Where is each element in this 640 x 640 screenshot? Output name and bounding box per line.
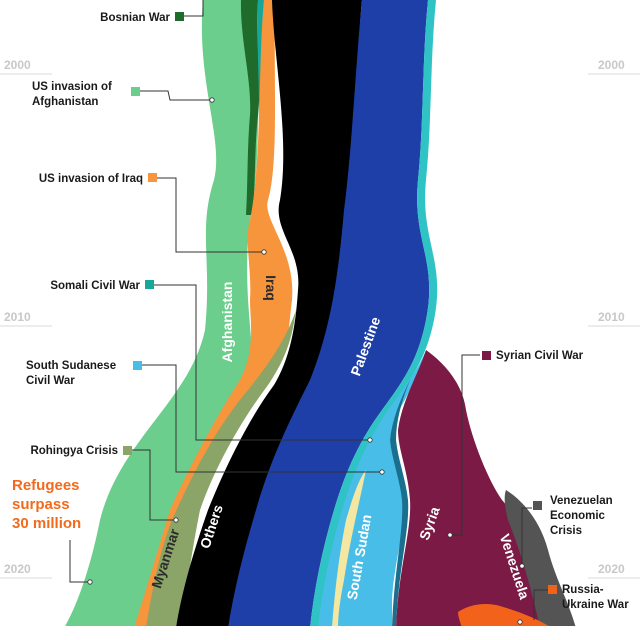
leader-afghanistan [140, 90, 212, 101]
annotation-ukraine-line-2: Ukraine War [562, 599, 629, 611]
callout-refugees-30-million: Refugees surpass 30 million [12, 477, 84, 532]
annotation-russia-ukraine-war: Russia- Ukraine War [562, 584, 629, 611]
leader-callout [69, 540, 90, 583]
stream-band-south-sudan-dark [390, 380, 410, 628]
year-label-left-2000: 2000 [4, 58, 31, 72]
leader-somalia [154, 284, 370, 441]
year-label-right-2010: 2010 [598, 310, 625, 324]
leader-syria [450, 354, 480, 536]
stream-band-afghanistan [64, 0, 262, 628]
annotation-us-invasion-iraq: US invasion of Iraq [39, 173, 143, 185]
annotation-south-sudan-line-1: South Sudanese [26, 360, 116, 372]
year-axis: 2000 2000 2010 2010 2020 2020 [0, 58, 640, 579]
stream-band-light-accent [332, 470, 366, 628]
label-afghanistan: Afghanistan [219, 282, 235, 363]
annotation-rohingya-crisis: Rohingya Crisis [30, 445, 118, 457]
stream-band-syria [396, 350, 540, 628]
annotation-venezuela-line-1: Venezuelan [550, 495, 613, 507]
annotation-venezuelan-economic-crisis: Venezuelan Economic Crisis [550, 495, 616, 537]
leader-dot-ukraine [517, 619, 523, 625]
annotation-venezuela-line-2: Economic [550, 510, 606, 522]
annotation-south-sudan-line-2: Civil War [26, 375, 75, 387]
marker-bosnian-war [175, 12, 184, 21]
leader-ukraine [533, 589, 548, 620]
leader-iraq [157, 177, 264, 253]
marker-syria [482, 351, 491, 360]
leader-bosnia [176, 0, 204, 17]
stream-band-iraq [134, 0, 293, 628]
leader-dot-myanmar [173, 517, 179, 523]
stream-band-palestine [228, 0, 430, 628]
annotation-south-sudanese-civil-war: South Sudanese Civil War [26, 360, 119, 387]
marker-afghanistan [131, 87, 140, 96]
marker-south-sudan [133, 361, 142, 370]
year-label-right-2000: 2000 [598, 58, 625, 72]
annotation-us-invasion-afghanistan: US invasion of Afghanistan [32, 81, 115, 108]
marker-rohingya [123, 446, 132, 455]
annotation-somali-civil-war: Somali Civil War [50, 280, 140, 292]
year-label-right-2020: 2020 [598, 562, 625, 576]
annotation-venezuela-line-3: Crisis [550, 525, 582, 537]
leader-dot-callout [87, 579, 93, 585]
callout-line-1: Refugees [12, 477, 80, 494]
label-iraq: Iraq [263, 275, 279, 301]
stream-band-others [176, 0, 362, 628]
stream-band-venezuela [504, 490, 576, 628]
leader-venezuela [521, 507, 532, 566]
leader-dot-afghanistan [209, 97, 215, 103]
stream-band-bosnia [240, 0, 260, 215]
leader-south-sudan [142, 364, 382, 473]
annotation-ukraine-line-1: Russia- [562, 584, 604, 596]
leader-dots [87, 97, 525, 625]
annotation-markers [123, 12, 557, 594]
callout-line-3: 30 million [12, 515, 81, 532]
callout-line-2: surpass [12, 496, 70, 513]
baseline-mask [0, 626, 640, 640]
leader-myanmar [132, 449, 176, 521]
leader-dot-venezuela [519, 563, 525, 569]
marker-ukraine [548, 585, 557, 594]
leader-dot-south-sudan [379, 469, 385, 475]
marker-venezuela [533, 501, 542, 510]
leader-dot-somalia [367, 437, 373, 443]
marker-somalia [145, 280, 154, 289]
leader-lines [69, 0, 548, 620]
leader-dot-iraq [261, 249, 267, 255]
stream-band-ukraine [458, 604, 552, 628]
year-label-left-2010: 2010 [4, 310, 31, 324]
annotation-syrian-civil-war: Syrian Civil War [496, 350, 584, 362]
stream-band-myanmar [146, 310, 296, 628]
year-label-left-2020: 2020 [4, 562, 31, 576]
stream-band-palestine-edge [310, 0, 438, 628]
marker-iraq [148, 173, 157, 182]
annotation-bosnian-war: Bosnian War [100, 12, 170, 24]
annotations: Bosnian War US invasion of Afghanistan U… [12, 12, 629, 611]
annotation-afghanistan-line-1: US invasion of [32, 81, 112, 93]
leader-dot-syria [447, 532, 453, 538]
annotation-afghanistan-line-2: Afghanistan [32, 96, 98, 108]
